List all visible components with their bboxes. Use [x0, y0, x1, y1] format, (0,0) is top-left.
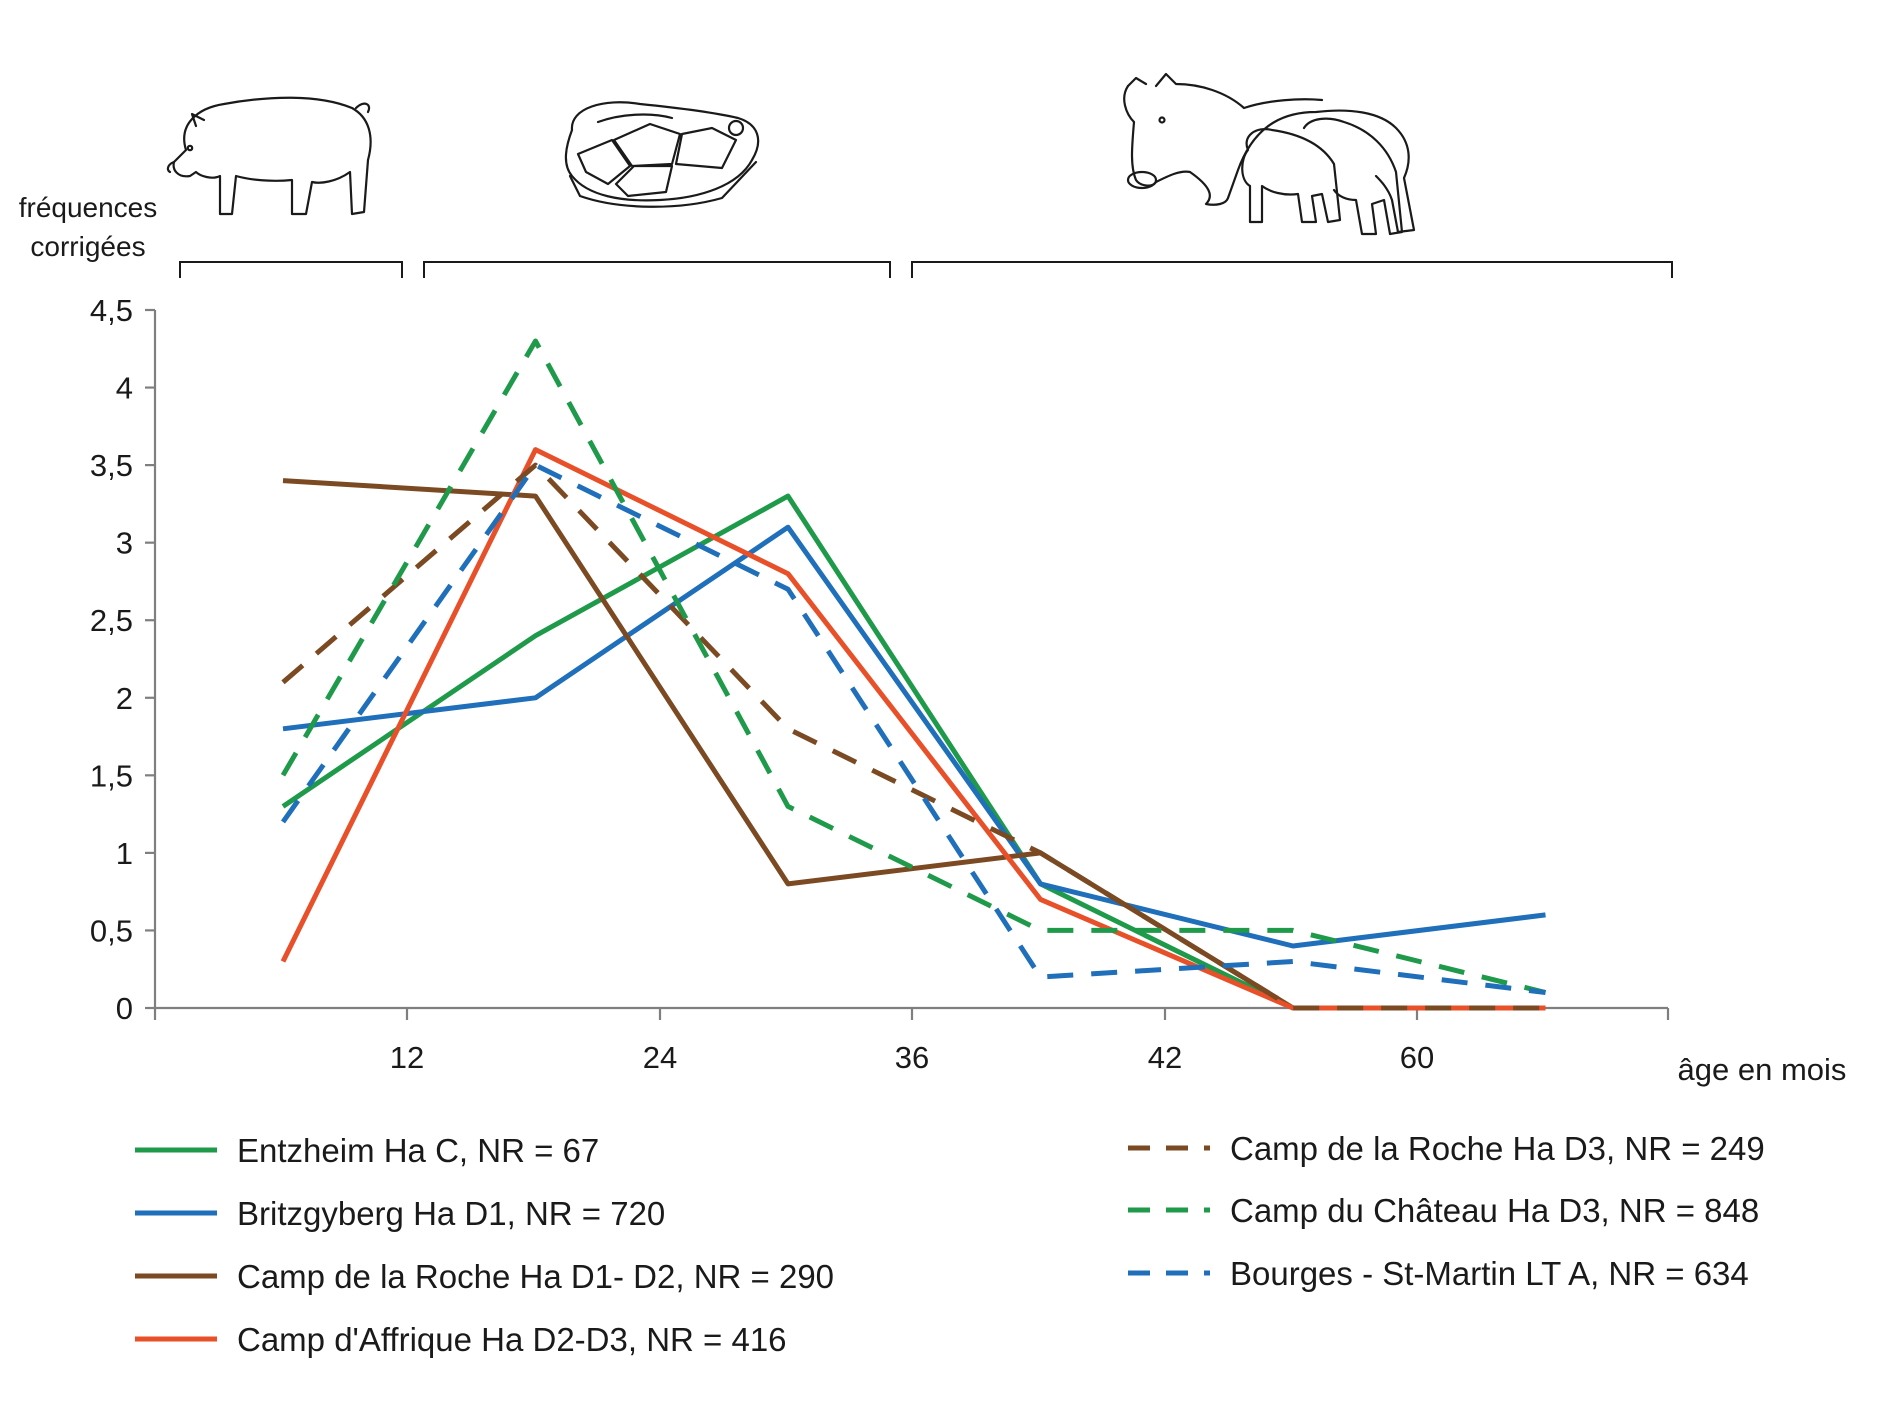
series-line — [280, 462, 1546, 995]
series-4 — [280, 447, 1546, 1011]
bracket-young — [179, 261, 403, 278]
y-tick-label: 0 — [116, 991, 133, 1026]
piglet-icon — [166, 96, 372, 216]
legend: Entzheim Ha C, NR = 67 Britzgyberg Ha D1,… — [135, 1130, 1765, 1358]
y-tick-label: 3,5 — [90, 448, 133, 483]
y-axis-label-line-1: fréquences — [19, 192, 158, 223]
series-line — [280, 338, 1547, 995]
y-tick-label: 3 — [116, 526, 133, 561]
series-line — [281, 462, 1546, 1011]
y-tick-label: 2 — [116, 681, 133, 716]
series-line — [282, 478, 1546, 1011]
legend-label: Camp du Château Ha D3, NR = 848 — [1230, 1192, 1759, 1229]
series-6 — [280, 338, 1547, 995]
series-3 — [282, 478, 1546, 1011]
y-tick-label: 4,5 — [90, 293, 133, 328]
legend-label: Britzgyberg Ha D1, NR = 720 — [237, 1195, 665, 1232]
bracket-adult — [911, 261, 1673, 278]
x-tick-label: 12 — [390, 1040, 424, 1075]
legend-label: Camp de la Roche Ha D3, NR = 249 — [1230, 1130, 1765, 1167]
sow-with-piglets-icon — [1123, 72, 1416, 236]
legend-entry: Camp de la Roche Ha D1- D2, NR = 290 — [135, 1258, 834, 1295]
legend-label: Bourges - St-Martin LT A, NR = 634 — [1230, 1255, 1749, 1292]
legend-entry: Camp du Château Ha D3, NR = 848 — [1128, 1192, 1759, 1229]
x-axis-label: âge en mois — [1678, 1052, 1847, 1087]
x-tick-label: 24 — [643, 1040, 677, 1075]
x-tick-label: 42 — [1148, 1040, 1182, 1075]
y-tick-label: 2,5 — [90, 603, 133, 638]
legend-label: Entzheim Ha C, NR = 67 — [237, 1132, 599, 1169]
age-brackets — [179, 261, 1673, 278]
legend-entry: Britzgyberg Ha D1, NR = 720 — [135, 1195, 665, 1232]
series-line — [280, 447, 1546, 1011]
legend-label: Camp de la Roche Ha D1- D2, NR = 290 — [237, 1258, 834, 1295]
axes: 0 0,5 1 1,5 2 2,5 3 3,5 4 4,5 12 24 36 42 60 âge en moi… — [90, 293, 1847, 1087]
legend-entry: Camp de la Roche Ha D3, NR = 249 — [1128, 1130, 1765, 1167]
legend-label: Camp d'Affrique Ha D2-D3, NR = 416 — [237, 1321, 787, 1358]
y-tick-label: 0,5 — [90, 913, 133, 948]
x-tick-label: 36 — [895, 1040, 929, 1075]
legend-entry: Camp d'Affrique Ha D2-D3, NR = 416 — [135, 1321, 787, 1358]
series-7 — [280, 462, 1546, 995]
y-tick-label: 1 — [116, 836, 133, 871]
legend-entry: Bourges - St-Martin LT A, NR = 634 — [1128, 1255, 1749, 1292]
series-layer — [280, 338, 1547, 1011]
y-tick-label: 4 — [116, 371, 133, 406]
y-axis-label-line-2: corrigées — [30, 231, 145, 262]
y-tick-label: 1,5 — [90, 758, 133, 793]
bracket-meat — [423, 261, 891, 278]
x-tick-label: 60 — [1400, 1040, 1434, 1075]
series-5 — [281, 462, 1546, 1011]
legend-entry: Entzheim Ha C, NR = 67 — [135, 1132, 599, 1169]
pork-cut-icon — [564, 101, 760, 208]
